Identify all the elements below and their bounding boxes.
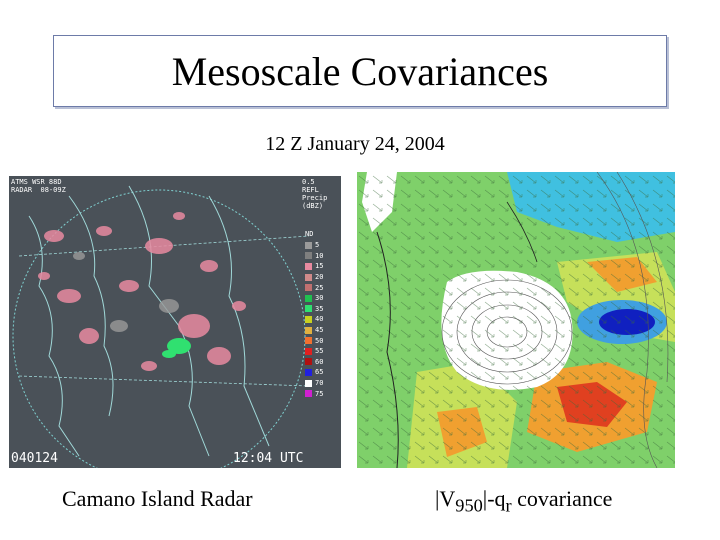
legend-swatch [305, 368, 312, 376]
legend-swatch [305, 337, 312, 345]
legend-label: 30 [315, 294, 324, 303]
radar-product-text: 0.5 REFL Precip (dBZ) [302, 178, 327, 210]
radar-image: ATMS WSR 88D RADAR 08-09Z 0.5 REFL Preci… [9, 176, 341, 468]
legend-swatch [305, 390, 312, 398]
legend-row: 30 [305, 293, 323, 304]
legend-row: 45 [305, 325, 323, 336]
covariance-map [357, 172, 675, 468]
legend-label: 50 [315, 336, 324, 345]
covariance-caption-sub1: 950 [455, 495, 483, 516]
legend-label: 40 [315, 315, 324, 324]
legend-swatch [305, 305, 312, 313]
legend-swatch [305, 347, 312, 355]
covariance-caption-mid: |-q [482, 486, 506, 511]
slide-subtitle: 12 Z January 24, 2004 [265, 133, 445, 155]
legend-row: 50 [305, 335, 323, 346]
radar-product-line: (dBZ) [302, 202, 324, 210]
covariance-caption-sub2: r [505, 495, 512, 516]
legend-swatch [305, 315, 312, 323]
legend-row: 65 [305, 367, 323, 378]
radar-header-text: ATMS WSR 88D RADAR 08-09Z [11, 178, 66, 194]
legend-label: 20 [315, 273, 324, 282]
legend-row: 15 [305, 261, 323, 272]
legend-swatch [305, 252, 312, 260]
legend-row: 60 [305, 357, 323, 368]
legend-label: 75 [315, 389, 324, 398]
radar-map-graphic [9, 176, 341, 468]
covariance-caption-pre: |V [435, 486, 456, 511]
legend-swatch [305, 326, 312, 334]
slide-title-box: Mesoscale Covariances [53, 35, 667, 107]
legend-row: 25 [305, 282, 323, 293]
legend-label: 10 [315, 251, 324, 260]
radar-caption: Camano Island Radar [62, 486, 253, 511]
radar-time: 12:04 UTC [233, 451, 304, 466]
radar-date: 040124 [11, 451, 58, 466]
slide-title: Mesoscale Covariances [171, 48, 549, 94]
legend-row: 20 [305, 272, 323, 283]
legend-label: 45 [315, 326, 324, 335]
legend-row: 10 [305, 251, 323, 262]
legend-swatch [305, 273, 312, 281]
radar-legend: ND 5 10 15 20 25 30 35 40 45 50 55 60 65 70 75 [305, 230, 323, 399]
legend-label: 65 [315, 368, 324, 377]
covariance-map-graphic [357, 172, 675, 468]
legend-nd-label: ND [305, 230, 314, 238]
legend-swatch [305, 241, 312, 249]
legend-swatch [305, 379, 312, 387]
legend-row: 75 [305, 388, 323, 399]
legend-swatch [305, 284, 312, 292]
radar-header-line: ATMS WSR 88D [11, 178, 62, 186]
legend-label: 60 [315, 357, 324, 366]
radar-product-line: Precip [302, 194, 328, 202]
legend-row: 5 [305, 240, 323, 251]
radar-product-line: 0.5 [302, 178, 315, 186]
radar-product-line: REFL [302, 186, 319, 194]
legend-swatch [305, 294, 312, 302]
legend-row: 35 [305, 304, 323, 315]
radar-header-line: RADAR 08-09Z [11, 186, 66, 194]
legend-swatch [305, 262, 312, 270]
legend-row: 55 [305, 346, 323, 357]
covariance-caption: |V950|-qr covariance [435, 486, 612, 516]
legend-label: 55 [315, 347, 324, 356]
legend-label: 5 [315, 241, 320, 250]
legend-row: 70 [305, 378, 323, 389]
radar-timestamp: 040124 12:04 UTC [11, 451, 323, 466]
legend-label: 70 [315, 379, 324, 388]
legend-label: 25 [315, 283, 324, 292]
legend-label: 35 [315, 304, 324, 313]
legend-swatch [305, 358, 312, 366]
covariance-caption-post: covariance [511, 486, 613, 511]
legend-row: 40 [305, 314, 323, 325]
legend-label: 15 [315, 262, 324, 271]
